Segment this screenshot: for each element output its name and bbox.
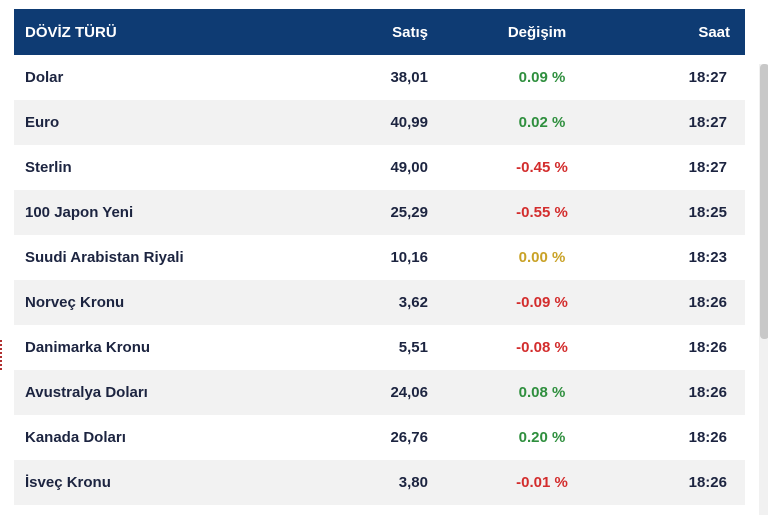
change-percent: 0.20 % <box>518 429 566 446</box>
update-time: 18:26 <box>688 294 727 311</box>
scrollbar-thumb[interactable] <box>760 64 768 339</box>
table-body: Dolar 38,01 0.09 % 18:27 Euro 40,99 0.02 % 18:2… <box>14 55 745 505</box>
sell-price: 3,62 <box>398 294 428 311</box>
update-time: 18:25 <box>688 204 727 221</box>
change-percent: -0.08 % <box>516 339 568 356</box>
table-row[interactable]: Kanada Doları 26,76 0.20 % 18:26 <box>14 415 745 460</box>
vertical-scrollbar[interactable] <box>759 64 768 515</box>
table-row[interactable]: Avustralya Doları 24,06 0.08 % 18:26 <box>14 370 745 415</box>
change-percent: -0.01 % <box>516 474 568 491</box>
header-change: Değişim <box>507 23 567 41</box>
edge-marker <box>0 340 2 370</box>
update-time: 18:26 <box>688 384 727 401</box>
change-percent: 0.08 % <box>518 384 566 401</box>
change-percent: -0.55 % <box>516 204 568 221</box>
currency-name: İsveç Kronu <box>25 474 111 491</box>
change-percent: 0.09 % <box>518 69 566 86</box>
update-time: 18:23 <box>688 249 727 266</box>
sell-price: 5,51 <box>398 339 428 356</box>
sell-price: 40,99 <box>390 114 428 131</box>
table-row[interactable]: 100 Japon Yeni 25,29 -0.55 % 18:25 <box>14 190 745 235</box>
table-row[interactable]: Danimarka Kronu 5,51 -0.08 % 18:26 <box>14 325 745 370</box>
currency-name: 100 Japon Yeni <box>25 204 134 221</box>
sell-price: 26,76 <box>390 429 428 446</box>
header-row: DÖVİZ TÜRÜ Satış Değişim Saat <box>14 9 745 55</box>
change-percent: 0.02 % <box>518 114 566 131</box>
currency-name: Suudi Arabistan Riyali <box>25 249 184 266</box>
update-time: 18:26 <box>688 474 727 491</box>
table-row[interactable]: Euro 40,99 0.02 % 18:27 <box>14 100 745 145</box>
table-row[interactable]: Dolar 38,01 0.09 % 18:27 <box>14 55 745 100</box>
table-row[interactable]: Norveç Kronu 3,62 -0.09 % 18:26 <box>14 280 745 325</box>
sell-price: 25,29 <box>390 204 428 221</box>
sell-price: 3,80 <box>398 474 428 491</box>
header-currency-type: DÖVİZ TÜRÜ <box>25 23 117 41</box>
currency-name: Sterlin <box>25 159 72 176</box>
change-percent: 0.00 % <box>518 249 566 266</box>
currency-name: Avustralya Doları <box>25 384 148 401</box>
sell-price: 49,00 <box>390 159 428 176</box>
currency-name: Kanada Doları <box>25 429 126 446</box>
update-time: 18:27 <box>688 69 727 86</box>
sell-price: 38,01 <box>390 69 428 86</box>
sell-price: 10,16 <box>390 249 428 266</box>
table-row[interactable]: İsveç Kronu 3,80 -0.01 % 18:26 <box>14 460 745 505</box>
currency-name: Norveç Kronu <box>25 294 125 311</box>
currency-name: Dolar <box>25 69 64 86</box>
table-row[interactable]: Sterlin 49,00 -0.45 % 18:27 <box>14 145 745 190</box>
currency-table: DÖVİZ TÜRÜ Satış Değişim Saat Dolar 38,01… <box>14 9 745 505</box>
currency-table-container: DÖVİZ TÜRÜ Satış Değişim Saat Dolar 38,01… <box>14 9 768 515</box>
change-percent: -0.09 % <box>516 294 568 311</box>
currency-name: Euro <box>25 114 60 131</box>
currency-name: Danimarka Kronu <box>25 339 151 356</box>
change-percent: -0.45 % <box>516 159 568 176</box>
update-time: 18:26 <box>688 339 727 356</box>
header-sell: Satış <box>392 23 428 41</box>
table-row[interactable]: Suudi Arabistan Riyali 10,16 0.00 % 18:23 <box>14 235 745 280</box>
update-time: 18:27 <box>688 114 727 131</box>
sell-price: 24,06 <box>390 384 428 401</box>
update-time: 18:27 <box>688 159 727 176</box>
table-header: DÖVİZ TÜRÜ Satış Değişim Saat <box>14 9 745 55</box>
update-time: 18:26 <box>688 429 727 446</box>
header-time: Saat <box>698 23 730 41</box>
